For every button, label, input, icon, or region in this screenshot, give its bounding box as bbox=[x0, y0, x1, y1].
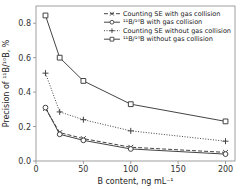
series-marker bbox=[43, 13, 48, 18]
x-tick bbox=[83, 161, 84, 164]
y-tick-label: 0.6 bbox=[18, 54, 31, 63]
series-line bbox=[45, 73, 225, 141]
y-tick-label: 0.0 bbox=[18, 157, 31, 166]
y-tick bbox=[33, 23, 36, 24]
x-tick-label: 150 bbox=[171, 165, 186, 174]
series-marker bbox=[223, 119, 228, 124]
x-tick bbox=[36, 161, 37, 164]
series-marker bbox=[42, 70, 48, 76]
series-marker bbox=[43, 105, 48, 110]
series-line bbox=[45, 108, 225, 155]
series-marker bbox=[128, 102, 133, 107]
legend: Counting SE with gas collision¹¹B/¹⁰B wi… bbox=[104, 10, 231, 44]
series-marker bbox=[43, 106, 48, 111]
y-tick bbox=[33, 57, 36, 58]
series-marker bbox=[57, 55, 62, 60]
x-tick bbox=[130, 161, 131, 164]
x-tick-label: 100 bbox=[123, 165, 138, 174]
plot-frame bbox=[36, 6, 235, 161]
series-line bbox=[45, 108, 225, 152]
chart: 0 50 100 150 200 0.0 0.2 0.4 0.6 0.8 B content, ng… bbox=[0, 0, 243, 189]
legend-marker bbox=[110, 28, 115, 33]
y-tick bbox=[33, 161, 36, 162]
y-tick bbox=[33, 92, 36, 93]
series-marker bbox=[81, 79, 86, 84]
legend-label: Counting SE without gas collision bbox=[123, 27, 231, 35]
x-axis-label: B content, ng mL⁻¹ bbox=[97, 177, 173, 186]
series-marker bbox=[57, 109, 63, 115]
legend-marker bbox=[110, 37, 114, 41]
x-tick-label: 0 bbox=[33, 165, 38, 174]
series-marker bbox=[128, 128, 134, 134]
x-tick-label: 200 bbox=[218, 165, 233, 174]
series-marker bbox=[223, 152, 228, 157]
series-marker bbox=[81, 138, 86, 143]
plot-area bbox=[42, 13, 228, 156]
series-marker bbox=[223, 138, 229, 144]
legend-label: ¹¹B/¹⁰B without gas collision bbox=[123, 36, 213, 44]
x-tick bbox=[225, 161, 226, 164]
y-tick-label: 0.4 bbox=[18, 88, 31, 97]
legend-marker bbox=[110, 12, 114, 16]
series-marker bbox=[128, 147, 133, 152]
legend-marker bbox=[110, 20, 114, 24]
x-tick bbox=[178, 161, 179, 164]
legend-label: ¹¹B/¹⁰B with gas collision bbox=[123, 19, 202, 27]
series-marker bbox=[57, 132, 62, 137]
series-marker bbox=[80, 117, 86, 123]
x-tick-label: 50 bbox=[78, 165, 88, 174]
legend-label: Counting SE with gas collision bbox=[123, 10, 220, 18]
y-tick bbox=[33, 126, 36, 127]
y-axis-label: Precision of ¹¹B/¹⁰B, % bbox=[2, 39, 11, 127]
y-tick-label: 0.2 bbox=[18, 123, 31, 132]
y-tick-label: 0.8 bbox=[18, 19, 31, 28]
